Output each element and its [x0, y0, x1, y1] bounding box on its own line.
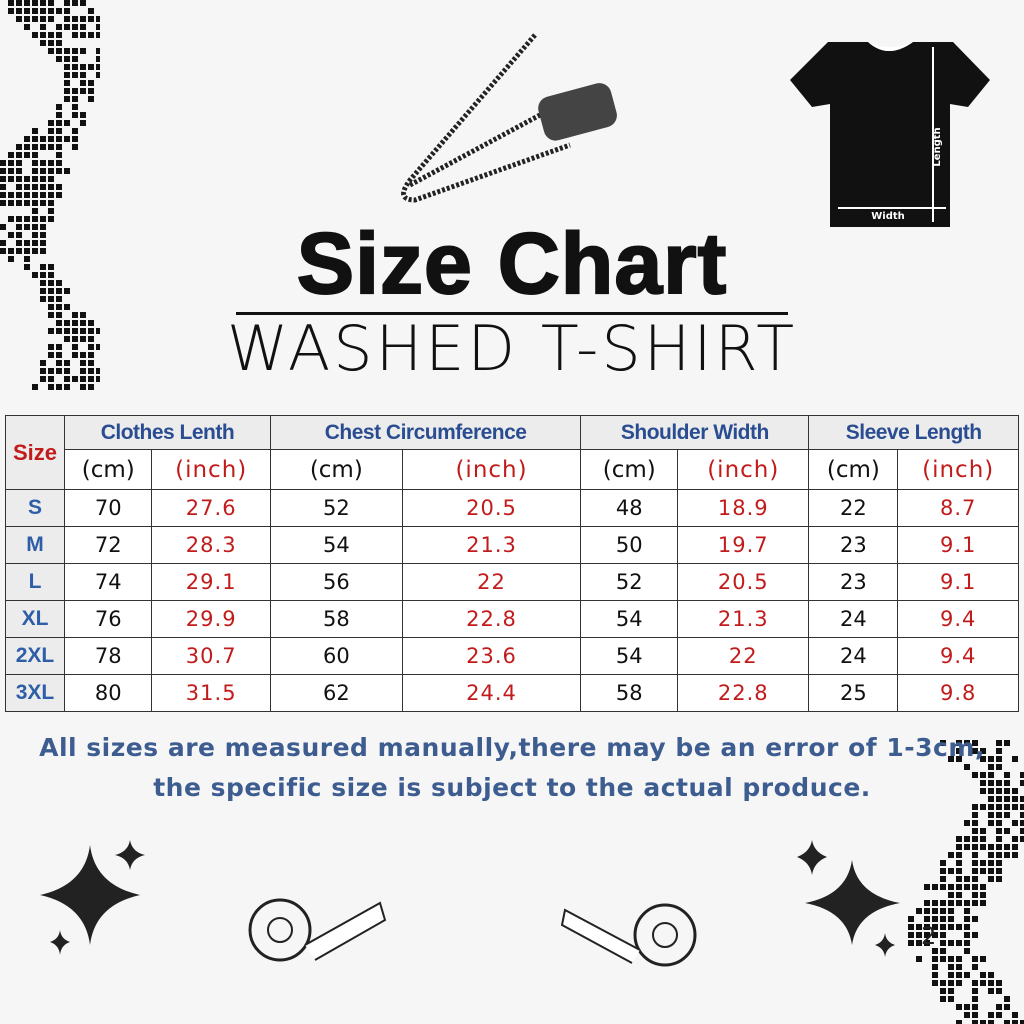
- cm-value-cell: 24: [808, 637, 899, 675]
- inch-value-cell: 21.3: [401, 526, 582, 564]
- cm-value-cell: 76: [63, 600, 153, 638]
- inch-value-cell: 9.4: [897, 637, 1019, 675]
- inch-value-cell: 24.4: [401, 674, 582, 712]
- inch-value-cell: 22.8: [401, 600, 582, 638]
- cm-value-cell: 54: [580, 600, 679, 638]
- cm-value-cell: 58: [580, 674, 679, 712]
- inch-value-cell: 9.1: [897, 526, 1019, 564]
- size-table: Size Clothes Lenth Chest Circumference S…: [5, 415, 1019, 712]
- group-header: Chest Circumference: [269, 415, 582, 450]
- pixel-pattern-decoration: [908, 740, 1024, 1024]
- unit-header: (inch): [677, 449, 810, 490]
- cm-value-cell: 78: [63, 637, 153, 675]
- size-cell: 2XL: [5, 637, 65, 675]
- size-cell: 3XL: [5, 674, 65, 712]
- cm-value-cell: 22: [808, 489, 899, 527]
- unit-header: (cm): [808, 449, 899, 490]
- group-header: Shoulder Width: [580, 415, 810, 450]
- inch-value-cell: 8.7: [897, 489, 1019, 527]
- inch-value-cell: 18.9: [677, 489, 810, 527]
- cm-value-cell: 62: [269, 674, 403, 712]
- table-row: S 70 27.6 52 20.5 48 18.9 22 8.7: [5, 489, 1019, 527]
- size-cell: L: [5, 563, 65, 601]
- table-row: M 72 28.3 54 21.3 50 19.7 23 9.1: [5, 526, 1019, 564]
- table-row: XL 76 29.9 58 22.8 54 21.3 24 9.4: [5, 600, 1019, 638]
- size-header: Size: [5, 415, 65, 490]
- unit-header: (inch): [401, 449, 582, 490]
- cm-value-cell: 23: [808, 563, 899, 601]
- inch-value-cell: 31.5: [151, 674, 271, 712]
- cm-value-cell: 23: [808, 526, 899, 564]
- group-header: Sleeve Length: [808, 415, 1019, 450]
- inch-value-cell: 9.8: [897, 674, 1019, 712]
- cm-value-cell: 50: [580, 526, 679, 564]
- page-mark: 2: [921, 922, 937, 950]
- pixel-pattern-decoration: [0, 0, 100, 390]
- inch-value-cell: 19.7: [677, 526, 810, 564]
- cm-value-cell: 25: [808, 674, 899, 712]
- size-cell: M: [5, 526, 65, 564]
- inch-value-cell: 20.5: [401, 489, 582, 527]
- cm-value-cell: 72: [63, 526, 153, 564]
- unit-header: (inch): [151, 449, 271, 490]
- inch-value-cell: 22: [677, 637, 810, 675]
- cm-value-cell: 52: [269, 489, 403, 527]
- inch-value-cell: 27.6: [151, 489, 271, 527]
- inch-value-cell: 20.5: [677, 563, 810, 601]
- cm-value-cell: 58: [269, 600, 403, 638]
- cm-value-cell: 74: [63, 563, 153, 601]
- unit-header: (cm): [63, 449, 153, 490]
- measuring-tape-icon: [248, 898, 387, 962]
- inch-value-cell: 23.6: [401, 637, 582, 675]
- inch-value-cell: 9.4: [897, 600, 1019, 638]
- inch-value-cell: 9.1: [897, 563, 1019, 601]
- sparkle-icon: [40, 840, 145, 955]
- measuring-tape-icon: [560, 903, 697, 967]
- length-label: Length: [932, 127, 943, 166]
- width-label: Width: [871, 211, 905, 222]
- inch-value-cell: 22.8: [677, 674, 810, 712]
- inch-value-cell: 21.3: [677, 600, 810, 638]
- group-header: Clothes Lenth: [64, 415, 271, 450]
- page-subtitle: WASHED T-SHIRT: [226, 312, 798, 385]
- unit-header: (inch): [897, 449, 1019, 490]
- size-cell: XL: [5, 600, 65, 638]
- cm-value-cell: 80: [63, 674, 153, 712]
- inch-value-cell: 29.1: [151, 563, 271, 601]
- size-cell: S: [5, 489, 65, 527]
- table-row: 2XL 78 30.7 60 23.6 54 22 24 9.4: [5, 637, 1019, 675]
- cm-value-cell: 48: [580, 489, 679, 527]
- sparkle-icon: [797, 840, 900, 957]
- unit-header: (cm): [580, 449, 679, 490]
- unit-header: (cm): [269, 449, 403, 490]
- safety-pin-icon: [401, 33, 617, 203]
- title-divider: [236, 312, 788, 315]
- cm-value-cell: 24: [808, 600, 899, 638]
- inch-value-cell: 30.7: [151, 637, 271, 675]
- page-title: Size Chart: [296, 215, 728, 313]
- cm-value-cell: 70: [63, 489, 153, 527]
- inch-value-cell: 29.9: [151, 600, 271, 638]
- inch-value-cell: 22: [401, 563, 582, 601]
- cm-value-cell: 56: [269, 563, 403, 601]
- cm-value-cell: 60: [269, 637, 403, 675]
- inch-value-cell: 28.3: [151, 526, 271, 564]
- table-row: L 74 29.1 56 22 52 20.5 23 9.1: [5, 563, 1019, 601]
- tshirt-diagram: Length Width: [790, 42, 990, 227]
- table-row: 3XL 80 31.5 62 24.4 58 22.8 25 9.8: [5, 674, 1019, 712]
- cm-value-cell: 54: [580, 637, 679, 675]
- note-line-2: the specific size is subject to the actu…: [153, 773, 871, 802]
- note-line-1: All sizes are measured manually,there ma…: [39, 733, 985, 762]
- cm-value-cell: 52: [580, 563, 679, 601]
- cm-value-cell: 54: [269, 526, 403, 564]
